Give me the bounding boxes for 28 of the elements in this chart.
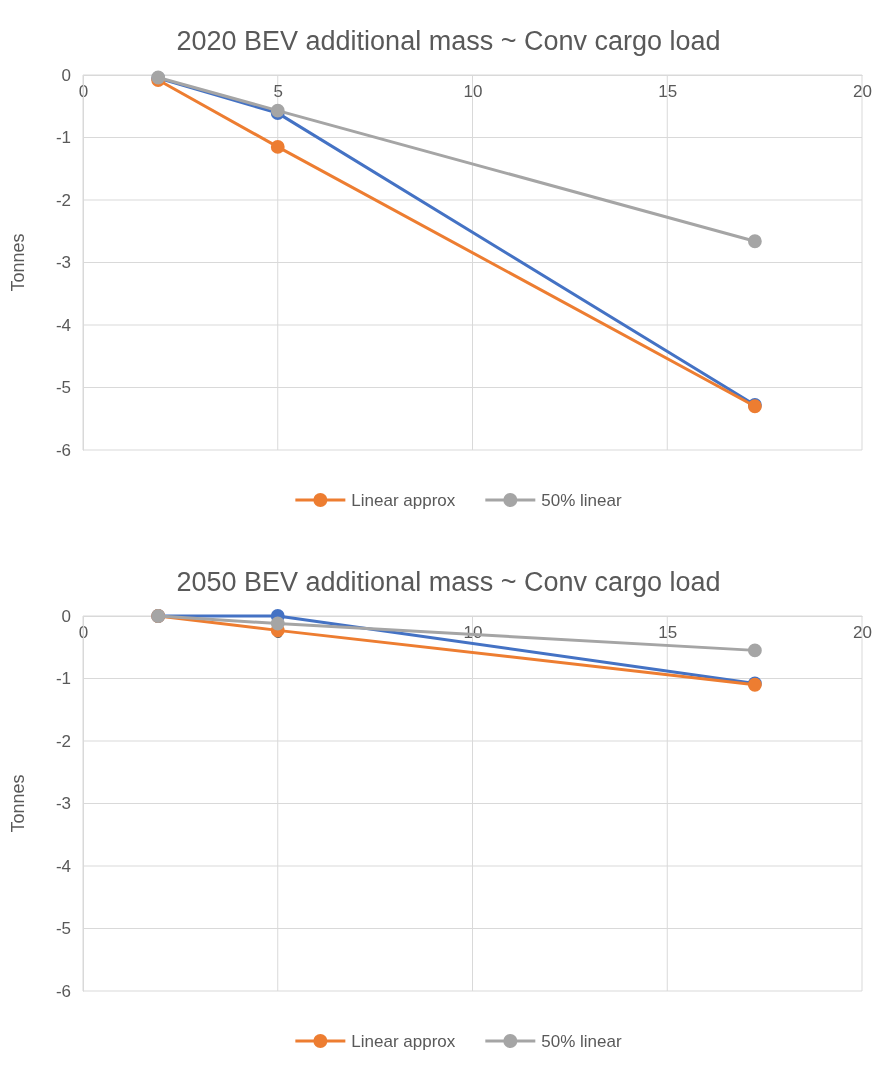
x-tick-label: 5: [273, 82, 283, 102]
x-tick-label: 20: [853, 82, 872, 102]
chart-title: 2050 BEV additional mass ~ Conv cargo load: [176, 567, 721, 597]
x-tick-label: 15: [658, 623, 678, 643]
y-tick-label: -1: [55, 128, 71, 148]
y-tick-label: -2: [55, 190, 71, 210]
y-tick-label: -4: [55, 315, 71, 335]
x-tick-label: 15: [658, 82, 678, 102]
y-tick-label: -5: [55, 378, 71, 398]
legend-label: 50% linear: [541, 1031, 622, 1051]
y-tick-label: -1: [55, 669, 71, 689]
y-tick-label: -5: [55, 919, 71, 939]
y-tick-label: -3: [55, 794, 71, 814]
legend-label: 50% linear: [541, 490, 622, 510]
y-tick-label: -6: [55, 981, 71, 1001]
y-tick-label: 0: [61, 65, 71, 85]
y-tick-label: -4: [55, 856, 71, 876]
y-tick-label: -3: [55, 253, 71, 273]
y-tick-label: -2: [55, 731, 71, 751]
y-axis-title: Tonnes: [8, 233, 28, 292]
y-axis-title: Tonnes: [8, 774, 28, 833]
x-tick-label: 10: [463, 82, 483, 102]
x-tick-label: 20: [853, 623, 872, 643]
legend-label: Linear approx: [351, 490, 456, 510]
y-tick-label: 0: [61, 606, 71, 626]
chart-title: 2020 BEV additional mass ~ Conv cargo load: [176, 26, 721, 56]
y-tick-label: -6: [55, 440, 71, 460]
legend-label: Linear approx: [351, 1031, 456, 1051]
